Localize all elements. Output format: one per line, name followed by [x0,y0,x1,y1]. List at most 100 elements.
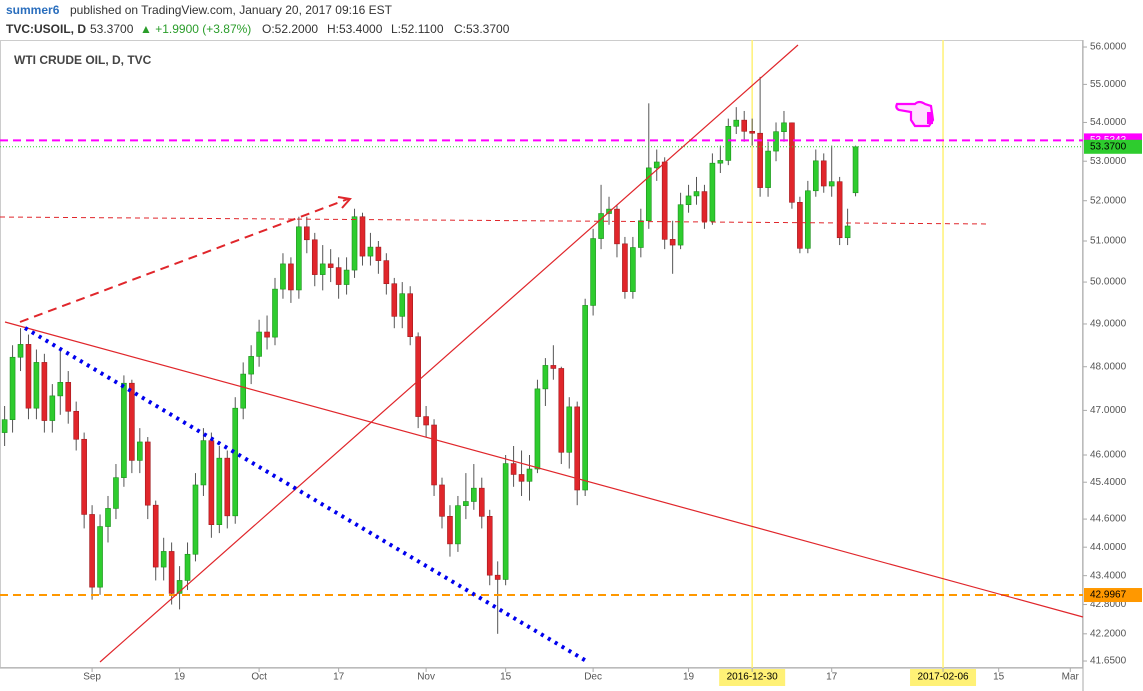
author[interactable]: summer6 [6,3,60,17]
chart-title: WTI CRUDE OIL, D, TVC [14,53,152,67]
y-tick-label: 46.0000 [1090,450,1127,461]
candle-body [343,269,350,285]
candle-body [797,202,803,249]
candle-body [81,438,87,515]
candle-body [478,487,485,517]
ohlc-high: H:53.4000 [327,22,383,36]
highlight-label-bg [910,669,977,686]
candle-body [717,160,724,164]
candle-body [669,239,676,246]
candle-body [828,181,835,187]
candle-body [327,263,334,268]
candle-body [677,204,684,246]
candle-body [224,457,231,517]
ohlc-low: L:52.1100 [391,22,444,36]
y-tick-label: 44.6000 [1090,514,1127,525]
candle-body [89,514,95,588]
candle-body [375,246,382,261]
candle-body [1,419,8,433]
candle-body [852,146,859,194]
candle-body [725,125,732,161]
candle-body [638,220,644,248]
candle-body [622,243,628,292]
symbol: TVC:USOIL, D [6,22,86,36]
candle-body [9,356,16,420]
rising-trendline [99,44,799,663]
candle-body [367,246,374,257]
candle-body [296,226,302,291]
x-tick-label: Nov [417,672,435,683]
arrow-head [337,196,352,209]
y-tick-label: 44.0000 [1090,542,1127,553]
x-tick-label: 15 [500,672,512,683]
price-label-bg [1084,139,1142,154]
y-tick-label: 53.0000 [1090,156,1127,167]
candle-body [192,484,199,555]
x-tick-label: Mar [1062,672,1080,683]
x-tick-label: 19 [683,672,695,683]
candle-body [208,440,215,525]
candle-body [685,195,692,206]
candle-body [741,119,748,132]
candle-body [105,508,111,527]
candle-body [781,122,787,132]
candle-body [574,406,581,491]
change: ▲ +1.9900 (+3.87%) [140,22,251,36]
candle-body [590,238,596,306]
candle-body [550,365,557,369]
candle-body [447,516,453,545]
price-label: 53.3700 [1090,141,1127,152]
ohlc-close: C:53.3700 [454,22,510,36]
candle-body [812,160,819,192]
candle-body [789,122,795,203]
candle-body [33,362,40,409]
y-tick-label: 50.0000 [1090,277,1127,288]
candle-body [431,424,437,486]
x-tick-label: Sep [83,672,101,683]
candle-body [709,162,716,222]
candle-body [582,305,588,491]
y-tick-label: 54.0000 [1090,117,1127,128]
candle-body [749,131,755,134]
falling-trendline [4,321,1084,618]
drawings [0,44,1084,664]
candle-body [439,484,445,517]
candle-body [137,441,143,461]
candle-body [176,580,183,594]
y-tick-label: 51.0000 [1090,236,1127,247]
y-tick-label: 55.0000 [1090,79,1127,90]
resistance-line [0,216,991,225]
candle-body [526,468,533,482]
candle-body [486,516,493,576]
candle-body [41,362,48,421]
price-label: 42.9967 [1090,590,1127,601]
candle-body [168,551,175,594]
candle-body [335,267,342,285]
x-tick-label: 17 [333,672,345,683]
candle-body [97,526,103,588]
candle-body [152,504,159,568]
candle-body [216,457,223,525]
candle-body [805,190,811,249]
candle-body [566,406,573,453]
candle-body [232,407,239,517]
candle-body [661,161,668,240]
candle-body [280,263,286,290]
x-tick-label: 19 [174,672,186,683]
candle-body [240,373,246,409]
y-tick-label: 45.4000 [1090,477,1127,488]
candle-body [49,395,56,421]
candle-body [73,410,79,440]
y-tick-label: 41.6500 [1090,656,1127,667]
candle-body [359,216,366,257]
candle-body [614,208,620,245]
candle-body [693,191,700,197]
dotted-trendline [23,326,590,664]
y-tick-label: 47.0000 [1090,405,1127,416]
candle-body [494,574,501,580]
candle-body [415,336,421,417]
y-tick-label: 48.0000 [1090,361,1127,372]
candle-body [765,150,771,188]
last-price: 53.3700 [90,22,134,36]
